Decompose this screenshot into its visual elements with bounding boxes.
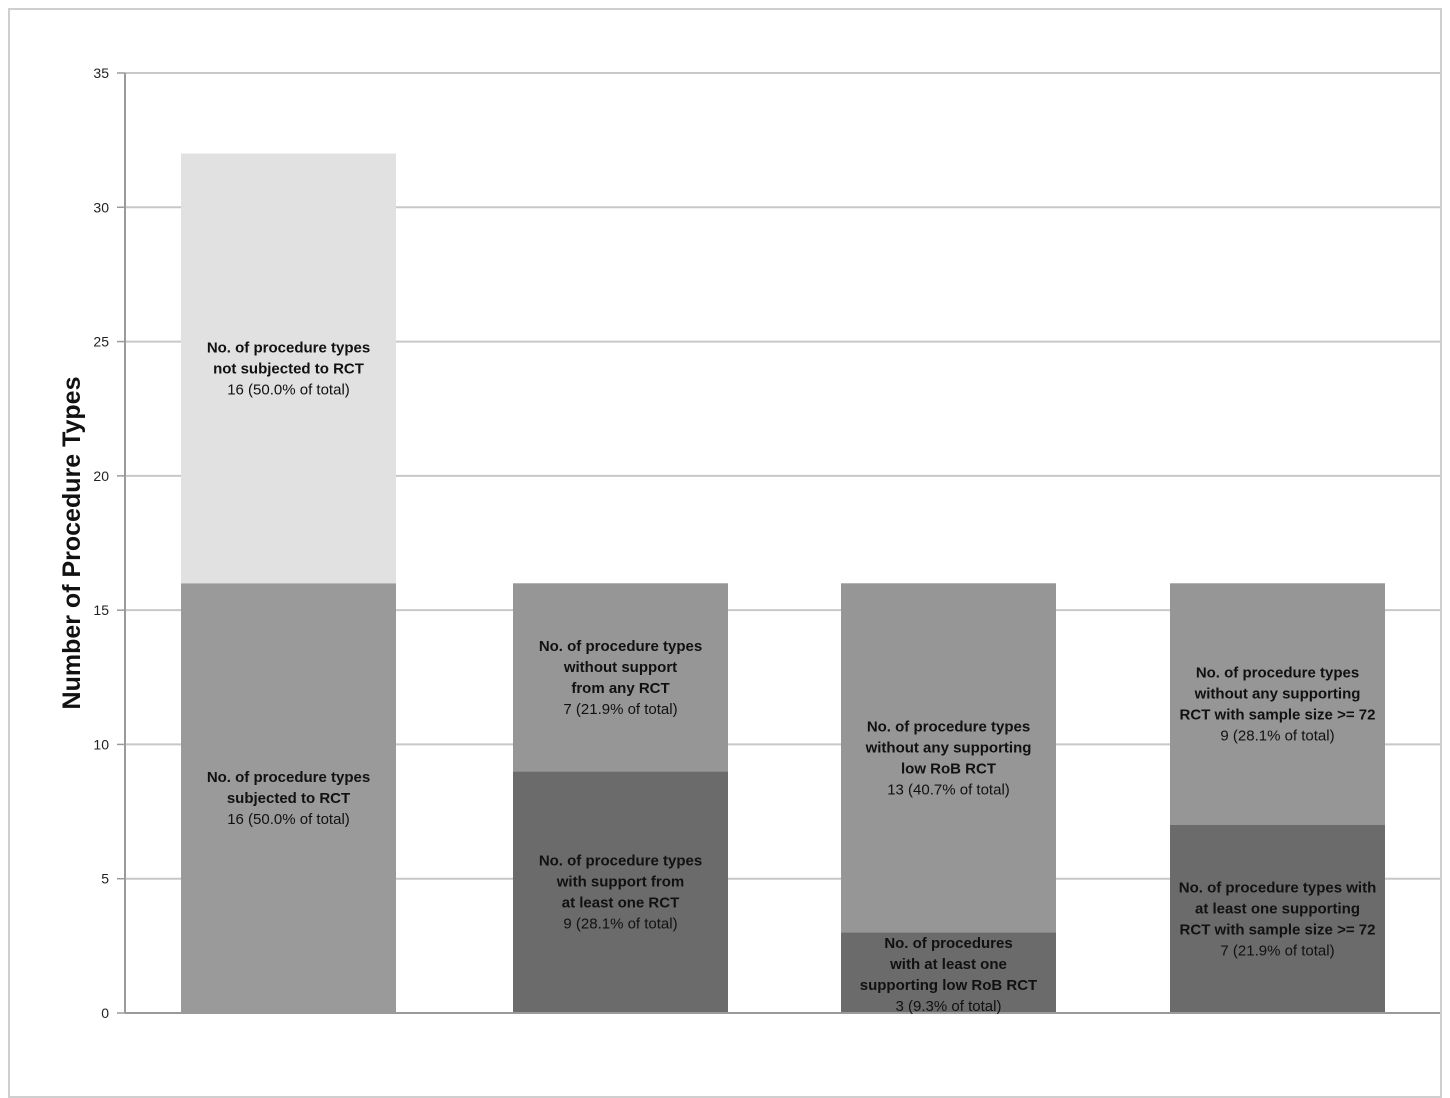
y-tick-label: 0 [101, 1005, 109, 1021]
bar-segment [513, 771, 728, 1013]
bar-segment-label: No. of procedure types without support fro… [539, 638, 702, 718]
bars [181, 153, 1385, 1013]
y-tick-label: 5 [101, 871, 109, 887]
bar-segment-label: No. of procedures with at least one suppor… [860, 935, 1037, 1015]
y-tick-label: 30 [93, 199, 109, 215]
bar-segment-label: No. of procedure types with support from a… [539, 853, 702, 933]
bar-segment-label: No. of procedure types not subjected to R… [207, 339, 370, 398]
y-tick-label: 15 [93, 602, 109, 618]
y-tick-label: 25 [93, 334, 109, 350]
segment-labels: No. of procedure types subjected to RCT 16… [207, 339, 1376, 1015]
bar-segment-label: No. of procedure types subjected to RCT 16… [207, 769, 370, 828]
bar-segment [1170, 825, 1385, 1013]
y-tick-label: 35 [93, 65, 109, 81]
bar-segment-label: No. of procedure types with at least one … [1179, 880, 1377, 960]
y-axis-label: Number of Procedure Types [58, 377, 86, 710]
bar-segment [841, 932, 1056, 1013]
bar-segment-label: No. of procedure types without any suppor… [1180, 665, 1376, 745]
bar-segment [841, 583, 1056, 933]
bar-segment [513, 583, 728, 772]
bar-segment [181, 583, 396, 1013]
y-tick-label: 20 [93, 468, 109, 484]
axes: 0 5 10 15 20 25 30 35 [93, 65, 1440, 1021]
bar-segment-label: No. of procedure types without any suppor… [865, 718, 1032, 798]
y-tick-label: 10 [93, 736, 109, 752]
bar-segment [181, 153, 396, 584]
bar-segment [1170, 583, 1385, 825]
